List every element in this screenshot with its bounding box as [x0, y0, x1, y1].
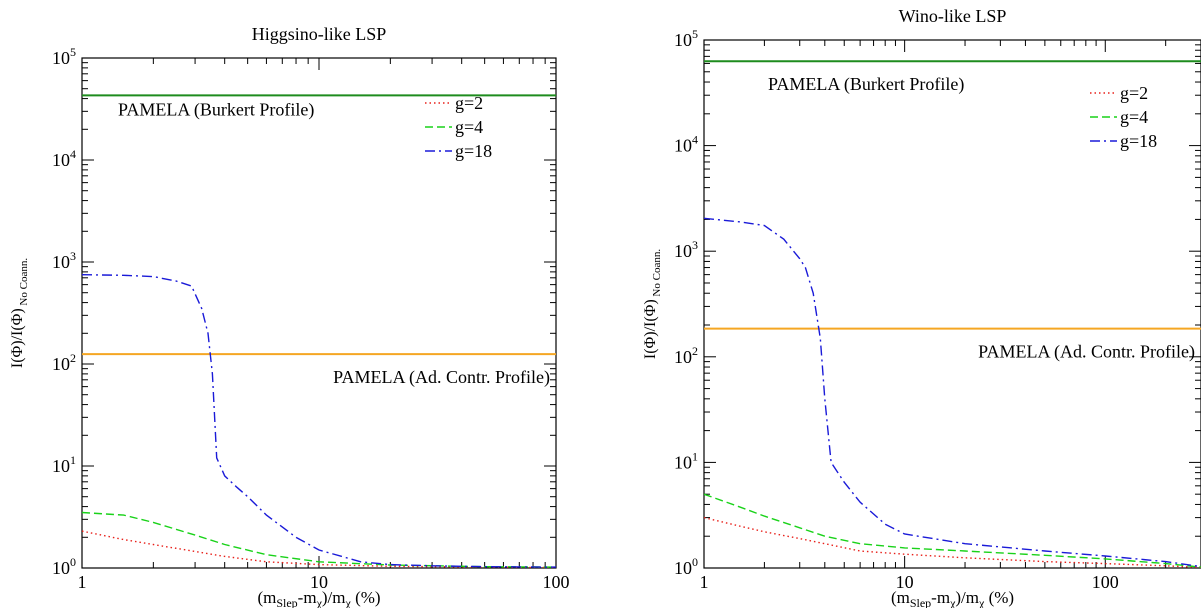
plot-frame — [81, 57, 557, 569]
chart-title: Wino-like LSP — [899, 6, 1007, 26]
x-tick-label: 1 — [78, 572, 87, 592]
y-tick-label: 102 — [674, 344, 698, 367]
series-line-g18 — [704, 217, 1201, 568]
burkert-label: PAMELA (Burkert Profile) — [118, 99, 314, 120]
x-tick-label: 100 — [1092, 572, 1119, 592]
y-axis-label: I(Φ)/I(Φ) No Coann. — [642, 249, 663, 359]
adcontr-label: PAMELA (Ad. Contr. Profile) — [978, 342, 1195, 363]
plot-frame — [703, 39, 1201, 569]
legend-label: g=4 — [1120, 107, 1148, 127]
y-tick-label: 105 — [674, 27, 698, 50]
y-tick-label: 101 — [52, 453, 76, 476]
y-tick-label: 105 — [52, 45, 76, 68]
wino-panel: Wino-like LSP 1 10 100 100 101 102 103 104 105 I(Φ… — [642, 6, 1201, 608]
x-tick-label: 10 — [310, 572, 328, 592]
legend-label: g=18 — [1120, 131, 1157, 151]
x-tick-label: 100 — [543, 572, 570, 592]
series-line-g18 — [82, 274, 556, 568]
higgsino-panel: Higgsino-like LSP 1 10 100 100 101 102 103 104 10… — [9, 24, 570, 608]
x-tick-label: 10 — [896, 572, 914, 592]
y-tick-label: 103 — [52, 249, 76, 272]
chart-title: Higgsino-like LSP — [252, 24, 387, 44]
adcontr-label: PAMELA (Ad. Contr. Profile) — [333, 367, 550, 388]
series-group — [82, 274, 556, 568]
legend-label: g=4 — [455, 117, 483, 137]
series-group — [704, 217, 1201, 568]
legend-label: g=2 — [455, 93, 483, 113]
y-tick-label: 102 — [52, 351, 76, 374]
series-line-g4 — [704, 493, 1201, 568]
burkert-label: PAMELA (Burkert Profile) — [768, 74, 964, 95]
y-tick-label: 104 — [674, 133, 698, 156]
y-tick-label: 100 — [674, 555, 698, 578]
y-tick-label: 101 — [674, 449, 698, 472]
series-line-g2 — [704, 516, 1201, 568]
y-tick-label: 103 — [674, 238, 698, 261]
y-tick-label: 100 — [52, 555, 76, 578]
x-axis-label: (mSlep-mχ)/mχ (%) — [257, 588, 380, 608]
legend-label: g=2 — [1120, 83, 1148, 103]
x-axis-label: (mSlep-mχ)/mχ (%) — [891, 588, 1014, 608]
y-axis-label: I(Φ)/I(Φ) No Coann. — [9, 258, 30, 368]
x-tick-label: 1 — [700, 572, 709, 592]
y-tick-label: 104 — [52, 147, 76, 170]
legend-label: g=18 — [455, 141, 492, 161]
